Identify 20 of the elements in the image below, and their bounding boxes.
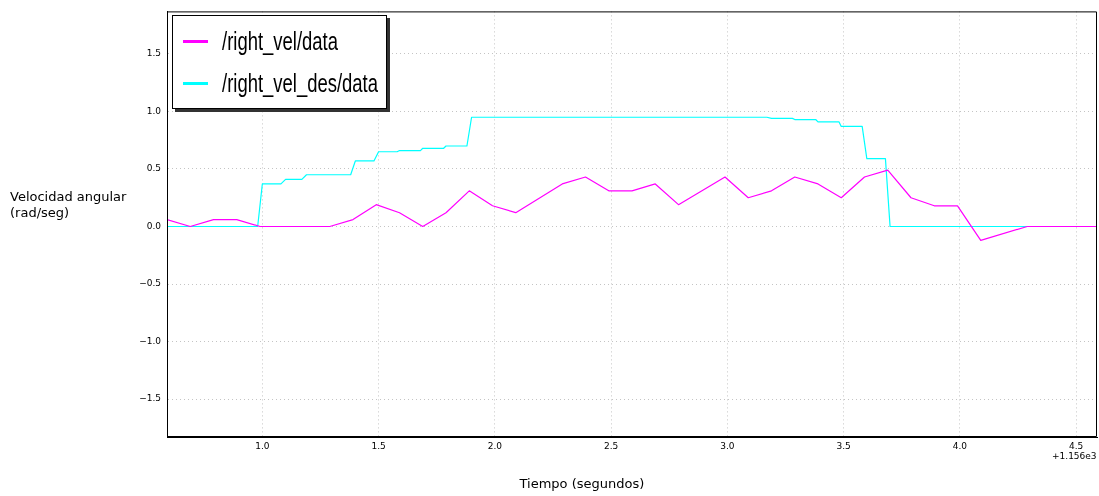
legend-label: /right_vel/data bbox=[222, 25, 338, 57]
y-tick-label: −1.5 bbox=[139, 393, 161, 404]
x-tick-label: 2.5 bbox=[603, 440, 619, 451]
y-tick-label: 1.5 bbox=[146, 48, 161, 59]
legend-label: /right_vel_des/data bbox=[222, 67, 378, 99]
y-tick-label: 0.5 bbox=[146, 163, 161, 174]
x-axis-title: Tiempo (segundos) bbox=[519, 476, 645, 491]
text: +1.156e3 bbox=[1052, 451, 1097, 461]
y-tick-label: 0.0 bbox=[146, 220, 162, 231]
y-tick-label: −1.0 bbox=[139, 335, 162, 346]
x-tick-label: 4.0 bbox=[952, 440, 968, 451]
x-tick-label: 4.5 bbox=[1068, 440, 1084, 451]
x-tick-label: 2.0 bbox=[487, 440, 503, 451]
x-tick-label: 1.0 bbox=[255, 440, 270, 451]
y-tick-label: −0.5 bbox=[139, 278, 161, 289]
x-tick-label: 1.5 bbox=[371, 440, 386, 451]
x-tick-label: 3.0 bbox=[720, 440, 735, 451]
y-axis-title: Velocidad angular (rad/seg) bbox=[10, 189, 127, 222]
x-tick-label: 3.5 bbox=[836, 440, 851, 451]
y-tick-label: 1.0 bbox=[146, 105, 162, 116]
